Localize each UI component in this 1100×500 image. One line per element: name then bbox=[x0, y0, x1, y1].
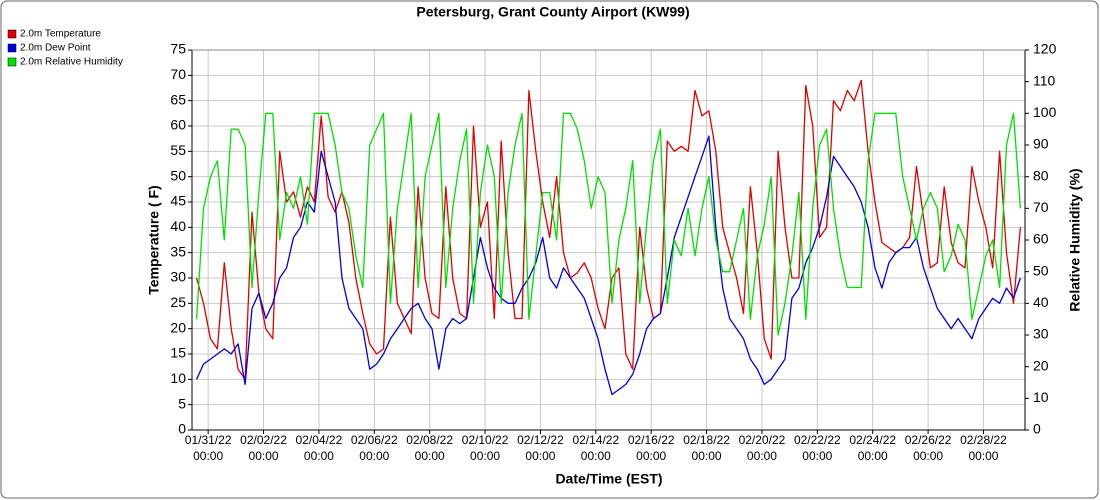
y2-tick-label: 60 bbox=[1033, 231, 1049, 247]
x-tick-label: 02/28/22 00:00 bbox=[960, 433, 1007, 463]
y2-tick-label: 0 bbox=[1033, 421, 1041, 437]
y2-tick-label: 20 bbox=[1033, 357, 1049, 373]
y2-tick-label: 40 bbox=[1033, 294, 1049, 310]
legend-swatch bbox=[7, 29, 17, 39]
y2-tick-label: 100 bbox=[1033, 104, 1057, 120]
chart-title: Petersburg, Grant County Airport (KW99) bbox=[416, 4, 689, 20]
y-tick-label: 55 bbox=[170, 142, 186, 158]
y-tick-label: 10 bbox=[170, 370, 186, 386]
y-tick-label: 65 bbox=[170, 91, 186, 107]
x-tick-label: 02/26/22 00:00 bbox=[904, 433, 952, 463]
y-axis-label: Temperature ( F) bbox=[146, 185, 162, 294]
legend-swatch bbox=[7, 43, 17, 53]
y2-tick-label: 70 bbox=[1033, 199, 1049, 215]
x-tick-label: 02/22/22 00:00 bbox=[793, 433, 841, 463]
y-tick-label: 70 bbox=[170, 66, 186, 82]
legend-label: 2.0m Temperature bbox=[20, 29, 101, 40]
y-tick-label: 35 bbox=[170, 243, 186, 259]
x-tick-label: 02/12/22 00:00 bbox=[517, 433, 564, 463]
series-line bbox=[195, 112, 1022, 336]
y-tick-label: 5 bbox=[178, 395, 186, 411]
y-tick-label: 20 bbox=[170, 319, 186, 335]
legend-label: 2.0m Relative Humidity bbox=[20, 57, 123, 68]
series-line bbox=[195, 79, 1022, 380]
x-tick-label: 02/18/22 00:00 bbox=[683, 433, 730, 463]
x-tick-label: 01/31/22 00:00 bbox=[184, 433, 232, 463]
y-tick-label: 60 bbox=[170, 117, 186, 133]
x-tick-label: 02/08/22 00:00 bbox=[406, 433, 454, 463]
y2-tick-label: 110 bbox=[1033, 72, 1056, 88]
legend-swatch bbox=[7, 57, 17, 67]
y-tick-label: 25 bbox=[170, 294, 186, 310]
x-tick-label: 02/14/22 00:00 bbox=[572, 433, 620, 463]
y-tick-label: 15 bbox=[170, 345, 186, 361]
x-tick-label: 02/10/22 00:00 bbox=[461, 433, 509, 463]
x-tick-label: 02/02/22 00:00 bbox=[240, 433, 287, 463]
series-line bbox=[196, 135, 1022, 396]
x-tick-label: 02/06/22 00:00 bbox=[350, 433, 398, 463]
y2-tick-label: 120 bbox=[1033, 41, 1057, 57]
y2-tick-label: 50 bbox=[1033, 262, 1049, 278]
y-tick-label: 30 bbox=[170, 269, 186, 285]
y-tick-label: 0 bbox=[178, 421, 186, 437]
y-tick-label: 50 bbox=[170, 167, 186, 183]
y-tick-label: 75 bbox=[170, 41, 186, 57]
y2-tick-label: 80 bbox=[1033, 167, 1049, 183]
y-tick-label: 40 bbox=[170, 218, 186, 234]
y2-tick-label: 10 bbox=[1033, 389, 1049, 405]
x-tick-label: 02/20/22 00:00 bbox=[738, 433, 786, 463]
y2-tick-label: 30 bbox=[1033, 326, 1049, 342]
x-tick-label: 02/04/22 00:00 bbox=[295, 433, 343, 463]
y-tick-label: 45 bbox=[170, 193, 186, 209]
x-axis-label: Date/Time (EST) bbox=[555, 471, 662, 487]
legend-label: 2.0m Dew Point bbox=[20, 43, 91, 54]
x-tick-label: 02/16/22 00:00 bbox=[627, 433, 675, 463]
y2-tick-label: 90 bbox=[1033, 136, 1049, 152]
x-tick-label: 02/24/22 00:00 bbox=[849, 433, 897, 463]
y2-axis-label: Relative Humidity (%) bbox=[1067, 168, 1083, 311]
